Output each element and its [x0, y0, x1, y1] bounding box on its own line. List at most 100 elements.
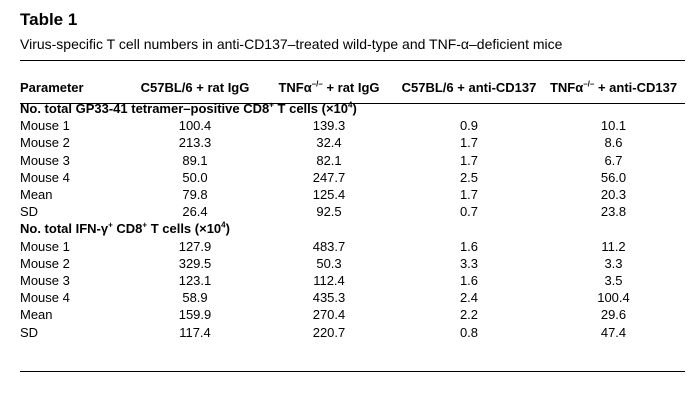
column-header-c57bl6-rat-igg: C57BL/6 + rat IgG — [140, 80, 250, 95]
section-header-row: No. total IFN-γ+ CD8+ T cells (×104) — [20, 220, 685, 237]
table-cell: 50.0 — [182, 169, 208, 185]
table-cell: 56.0 — [600, 169, 627, 185]
table-cell: 8.6 — [604, 135, 623, 151]
table-label: Table 1 — [20, 10, 78, 29]
table-cell: 0.7 — [459, 204, 479, 220]
column-header-text: TNFα — [278, 80, 312, 95]
table-body: No. total GP33-41 tetramer–positive CD8+… — [20, 100, 685, 341]
row-label: SD — [20, 324, 39, 340]
section-heading-text: ) — [352, 101, 357, 116]
table-cell: 213.3 — [178, 135, 212, 151]
table-cell: 6.7 — [604, 152, 623, 168]
section-heading-text: No. total IFN-γ — [20, 221, 109, 237]
column-header-parameter: Parameter — [20, 80, 84, 95]
table-cell: 117.4 — [179, 324, 211, 340]
table-cell: 26.4 — [182, 204, 208, 220]
table-row: SD 26.4 92.5 0.7 23.8 — [20, 203, 685, 220]
row-label: Mouse 4 — [20, 290, 70, 306]
table-cell: 3.3 — [459, 255, 479, 271]
row-label: Mouse 1 — [20, 238, 70, 254]
table-row: Mouse 2 213.3 32.4 1.7 8.6 — [20, 134, 685, 151]
table-cell: 0.8 — [459, 324, 479, 340]
table-cell: 435.3 — [312, 290, 346, 306]
table-cell: 270.4 — [312, 307, 346, 323]
table-cell: 1.6 — [459, 238, 479, 254]
section-header-row: No. total GP33-41 tetramer–positive CD8+… — [20, 100, 685, 117]
superscript: + — [142, 221, 148, 231]
table-cell: 20.3 — [600, 187, 627, 203]
table-cell: 29.6 — [600, 307, 627, 323]
section-heading-text: T cells (×10 — [147, 221, 222, 237]
section-heading-text: No. total GP33-41 tetramer–positive CD8 — [20, 101, 270, 116]
table-row: Mouse 4 50.0 247.7 2.5 56.0 — [20, 169, 685, 186]
row-label: Mouse 3 — [20, 152, 70, 168]
column-header-tnf-ko-rat-igg: TNFα–/– + rat IgG — [262, 76, 396, 100]
section-heading-text: T cells (×10 — [273, 101, 348, 116]
row-label: Mouse 3 — [20, 273, 70, 289]
table-cell: 139.3 — [312, 118, 346, 134]
row-label: Mouse 4 — [20, 169, 70, 185]
column-header-text: TNFα — [549, 80, 584, 95]
table-cell: 329.5 — [178, 255, 212, 271]
table-row: Mouse 2 329.5 50.3 3.3 3.3 — [20, 255, 685, 272]
superscript: + — [269, 100, 274, 110]
table-cell: 127.9 — [178, 238, 212, 254]
table-cell: 125.4 — [312, 187, 346, 203]
table-cell: 123.1 — [178, 273, 212, 289]
header-row: Parameter C57BL/6 + rat IgG TNFα–/– + ra… — [20, 76, 685, 100]
table-row: Mouse 4 58.9 435.3 2.4 100.4 — [20, 289, 685, 306]
table-cell: 92.5 — [316, 204, 342, 220]
table-row: Mouse 1 100.4 139.3 0.9 10.1 — [20, 117, 685, 134]
table-cell: 3.3 — [604, 255, 623, 271]
table-cell: 2.2 — [459, 307, 479, 323]
table-cell: 3.5 — [604, 273, 623, 289]
table-cell: 2.4 — [459, 290, 479, 306]
superscript: –/– — [583, 79, 595, 89]
row-label: Mean — [20, 307, 53, 323]
table-cell: 220.7 — [312, 324, 346, 340]
table-cell: 58.9 — [182, 290, 208, 306]
table-cell: 112.4 — [313, 273, 345, 289]
data-table: Parameter C57BL/6 + rat IgG TNFα–/– + ra… — [20, 76, 685, 341]
superscript: 4 — [221, 221, 226, 231]
table-row: Mouse 3 89.1 82.1 1.7 6.7 — [20, 152, 685, 169]
section-heading: No. total IFN-γ+ CD8+ T cells (×104) — [20, 220, 685, 237]
superscript: –/– — [311, 79, 323, 89]
table-cell: 11.2 — [601, 238, 626, 254]
table-cell: 100.4 — [597, 290, 630, 306]
column-header-text: + anti-CD137 — [594, 80, 678, 95]
row-label: Mean — [20, 187, 53, 203]
column-header-tnf-ko-anti-cd137: TNFα–/– + anti-CD137 — [542, 76, 685, 100]
table-cell: 0.9 — [459, 118, 479, 134]
superscript: 4 — [348, 100, 353, 110]
section-heading: No. total GP33-41 tetramer–positive CD8+… — [20, 100, 685, 117]
row-label: Mouse 2 — [20, 255, 70, 271]
table-cell: 1.7 — [459, 187, 479, 203]
table-row: SD 117.4 220.7 0.8 47.4 — [20, 324, 685, 341]
table-cell: 483.7 — [312, 238, 346, 254]
column-header-c57bl6-anti-cd137: C57BL/6 + anti-CD137 — [401, 80, 537, 95]
table-cell: 82.1 — [316, 152, 342, 168]
table-cell: 100.4 — [178, 118, 212, 134]
table-row: Mean 159.9 270.4 2.2 29.6 — [20, 306, 685, 323]
table-row: Mouse 3 123.1 112.4 1.6 3.5 — [20, 272, 685, 289]
section-heading-text: CD8 — [112, 221, 143, 237]
table-cell: 79.8 — [182, 187, 208, 203]
table-cell: 1.7 — [459, 135, 479, 151]
table-cell: 23.8 — [600, 204, 627, 220]
table-row: Mouse 1 127.9 483.7 1.6 11.2 — [20, 238, 685, 255]
row-label: SD — [20, 204, 39, 220]
table-cell: 1.7 — [459, 152, 479, 168]
table-cell: 1.6 — [459, 273, 479, 289]
table-cell: 50.3 — [316, 255, 342, 271]
table-row: Mean 79.8 125.4 1.7 20.3 — [20, 186, 685, 203]
table-cell: 89.1 — [182, 152, 208, 168]
table-caption: Virus-specific T cell numbers in anti-CD… — [20, 36, 563, 52]
table-cell: 247.7 — [312, 169, 346, 185]
table-cell: 32.4 — [316, 135, 342, 151]
table-cell: 159.9 — [178, 307, 212, 323]
column-header-text: + rat IgG — [322, 80, 380, 95]
row-label: Mouse 2 — [20, 135, 70, 151]
row-label: Mouse 1 — [20, 118, 70, 134]
header-rule — [20, 103, 685, 104]
